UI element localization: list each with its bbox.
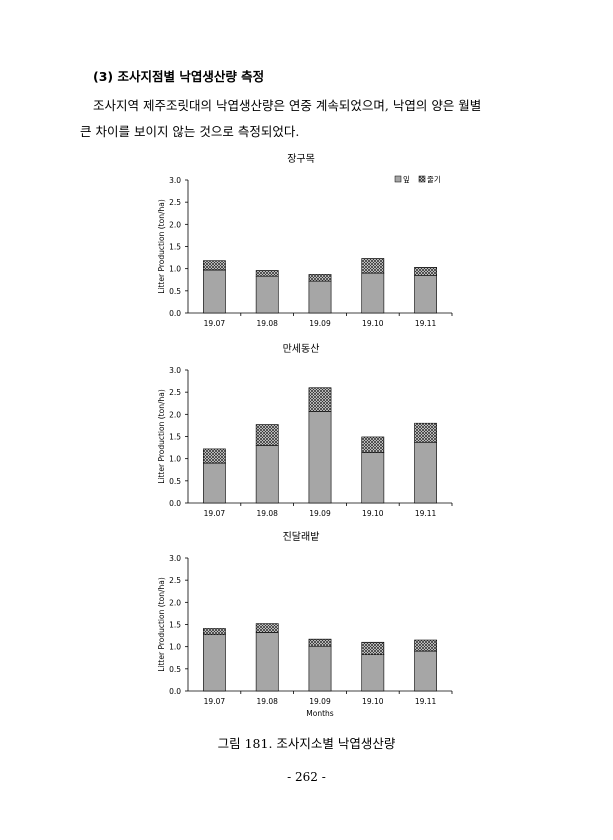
page-number: - 262 -: [287, 770, 326, 784]
x-tick-label: 19.10: [362, 319, 384, 328]
y-tick-label: 1.0: [169, 455, 181, 464]
bar-stem: [414, 267, 437, 276]
bar-stem: [414, 639, 437, 652]
x-tick-label: 19.11: [415, 319, 437, 328]
y-tick-label: 0.5: [169, 665, 181, 674]
x-tick-label: 19.09: [309, 509, 331, 518]
y-tick-label: 1.5: [169, 433, 181, 442]
x-tick-label: 19.09: [309, 319, 331, 328]
y-tick-label: 1.5: [169, 243, 181, 252]
bar-leaf: [361, 654, 385, 692]
paragraph-line-2: 큰 차이를 보이지 않는 것으로 측정되었다.: [80, 124, 300, 139]
bar-leaf: [203, 269, 226, 314]
x-tick-label: 19.08: [256, 697, 278, 706]
legend-label-stem: 줄기: [427, 175, 441, 184]
bar-leaf: [255, 445, 279, 504]
bar-leaf: [255, 275, 279, 314]
x-tick-label: 19.08: [256, 319, 278, 328]
bar-stem: [414, 422, 437, 443]
chart-title: 만세동산: [283, 343, 320, 355]
legend-swatch-leaf: [394, 175, 402, 183]
bar-stem: [361, 436, 385, 453]
x-tick-label: 19.09: [309, 697, 331, 706]
bar-leaf: [308, 645, 332, 692]
bar-stem: [361, 258, 385, 274]
y-tick-label: 3.0: [169, 554, 181, 563]
bar-leaf: [361, 272, 385, 314]
bar-leaf: [414, 441, 437, 504]
x-tick-label: 19.10: [362, 509, 384, 518]
bar-stem: [203, 260, 226, 271]
y-tick-label: 3.0: [169, 366, 181, 375]
figure-caption: 그림 181. 조사지소별 낙엽생산량: [217, 736, 396, 751]
bar-leaf: [361, 452, 385, 504]
y-axis-label: Litter Production (ton/ha): [157, 199, 166, 294]
x-tick-label: 19.11: [415, 509, 437, 518]
bar-leaf: [203, 462, 226, 504]
chart-svg-2: 진달래밭 0.0 0.5 1.0 1.5 2.0 2.5 3.0 Litter Producti…: [157, 531, 453, 718]
bar-stem: [203, 448, 226, 464]
paragraph-line-1: 조사지역 제주조릿대의 낙엽생산량은 연중 계속되었으며, 낙엽의 양은 월별: [93, 98, 482, 113]
y-tick-label: 2.5: [169, 576, 181, 585]
y-axis-label: Litter Production (ton/ha): [157, 389, 166, 484]
x-tick-label: 19.11: [415, 697, 437, 706]
y-tick-label: 0.5: [169, 477, 181, 486]
x-tick-label: 19.08: [256, 509, 278, 518]
y-tick-label: 2.5: [169, 198, 181, 207]
bar-stem: [203, 628, 226, 635]
y-tick-label: 2.5: [169, 388, 181, 397]
bar-leaf: [308, 411, 332, 504]
body-paragraph: 조사지역 제주조릿대의 낙엽생산량은 연중 계속되었으며, 낙엽의 양은 월별 …: [80, 93, 543, 145]
y-tick-label: 0.0: [169, 687, 181, 696]
section-heading: (3) 조사지점별 낙엽생산량 측정: [93, 69, 265, 84]
bar-stem: [255, 623, 279, 633]
bar-stem: [255, 424, 279, 446]
x-tick-label: 19.07: [204, 509, 226, 518]
chart-jangumok: 장구목 0.0 0.5 1.0 1.5 2.0 2.5 3.0 Litter Productio…: [150, 150, 470, 330]
y-tick-label: 0.0: [169, 309, 181, 318]
chart-manse: 만세동산 0.0 0.5 1.0 1.5 2.0 2.5 3.0 Litter Producti…: [150, 340, 470, 520]
bar-leaf: [255, 632, 279, 692]
bar-stem: [308, 387, 332, 412]
bar-stem: [361, 641, 385, 655]
y-tick-label: 0.5: [169, 287, 181, 296]
chart-title: 장구목: [287, 153, 315, 165]
chart-title: 진달래밭: [283, 531, 320, 543]
y-tick-label: 0.0: [169, 499, 181, 508]
y-axis-label: Litter Production (ton/ha): [157, 577, 166, 672]
y-tick-label: 2.0: [169, 598, 181, 607]
legend-swatch-stem: [418, 175, 426, 183]
y-tick-label: 1.0: [169, 643, 181, 652]
bar-stem: [308, 274, 332, 282]
bar-stem: [308, 638, 332, 647]
x-tick-label: 19.10: [362, 697, 384, 706]
x-tick-label: 19.07: [204, 697, 226, 706]
bar-leaf: [203, 634, 226, 692]
chart-svg-0: 장구목 0.0 0.5 1.0 1.5 2.0 2.5 3.0 Litter Productio…: [157, 153, 453, 328]
y-tick-label: 3.0: [169, 176, 181, 185]
legend-label-leaf: 잎: [403, 175, 410, 184]
chart-svg-1: 만세동산 0.0 0.5 1.0 1.5 2.0 2.5 3.0 Litter Producti…: [157, 343, 453, 518]
bar-leaf: [414, 650, 437, 692]
bar-leaf: [308, 280, 332, 314]
y-tick-label: 2.0: [169, 220, 181, 229]
chart-jindallae: 진달래밭 0.0 0.5 1.0 1.5 2.0 2.5 3.0 Litter Producti…: [150, 528, 470, 723]
y-tick-label: 1.0: [169, 265, 181, 274]
y-tick-label: 2.0: [169, 410, 181, 419]
y-tick-label: 1.5: [169, 621, 181, 630]
x-axis-label: Months: [306, 709, 334, 718]
x-tick-label: 19.07: [204, 319, 226, 328]
bar-leaf: [414, 275, 437, 314]
bar-stem: [255, 270, 279, 277]
